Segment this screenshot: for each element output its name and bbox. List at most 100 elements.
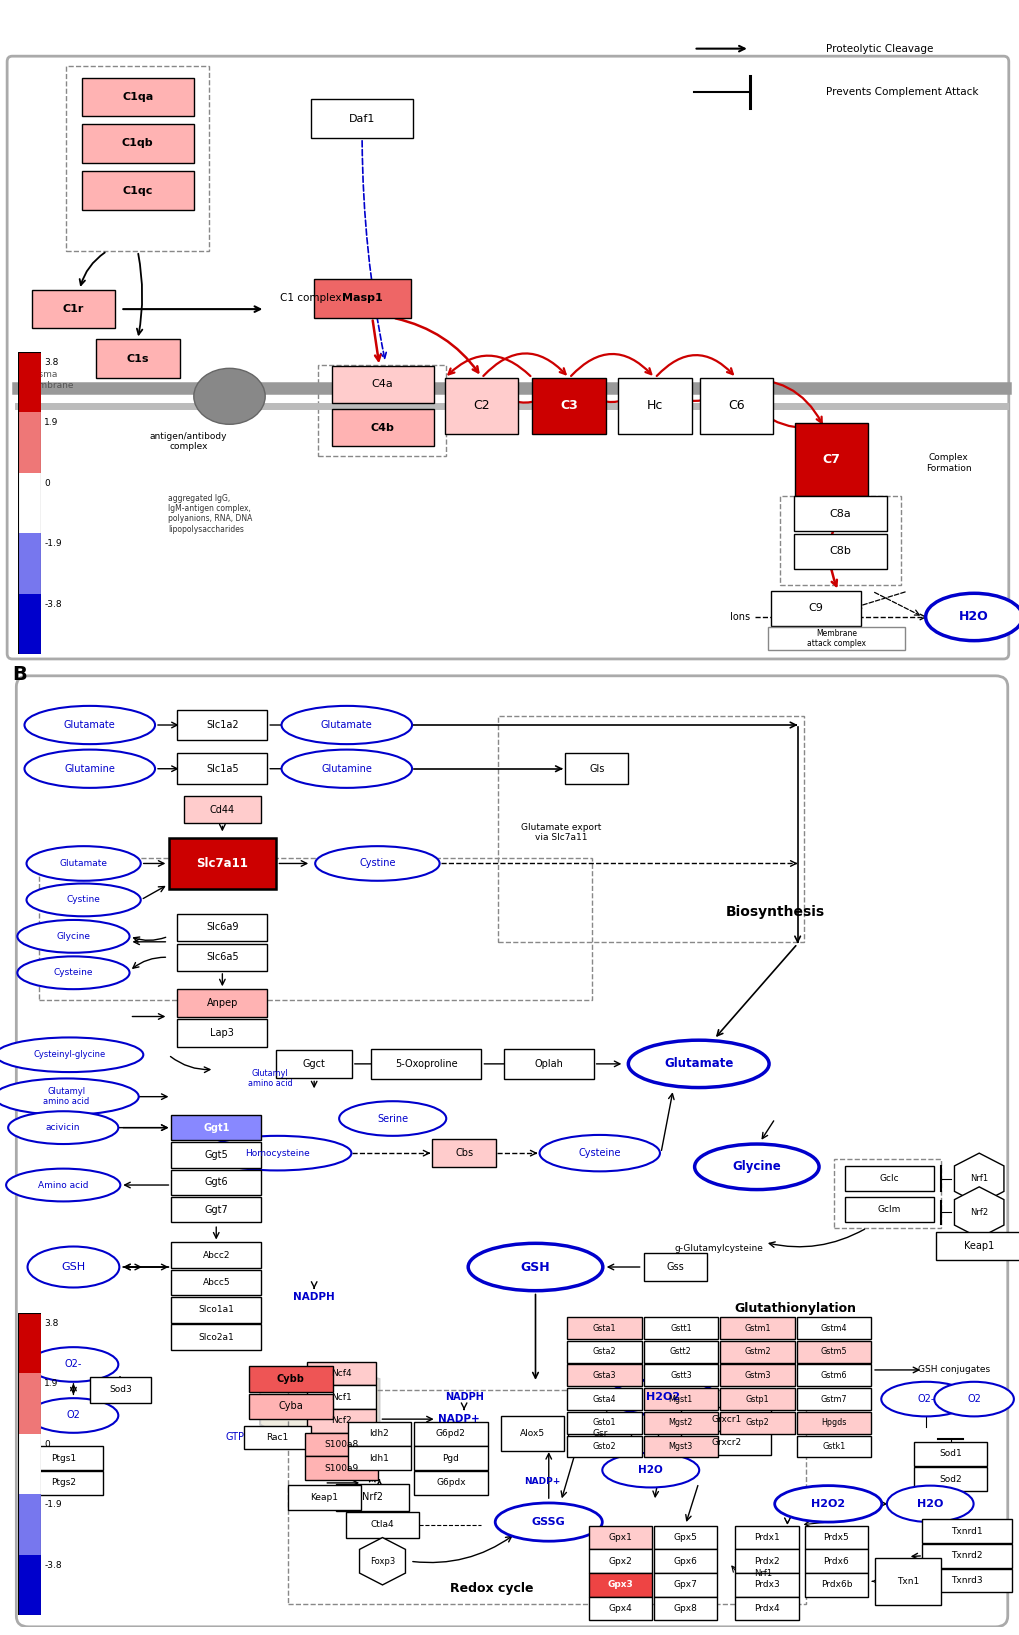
Ellipse shape [0, 1038, 144, 1073]
Bar [18, 533, 41, 594]
Text: Glutamine: Glutamine [64, 764, 115, 773]
Text: Prdx5: Prdx5 [822, 1534, 849, 1542]
Text: antigen/antibody
complex: antigen/antibody complex [150, 432, 227, 451]
Text: Nrf1: Nrf1 [753, 1570, 771, 1578]
Text: Glycine: Glycine [732, 1161, 781, 1174]
Text: Gsta1: Gsta1 [592, 1324, 615, 1333]
Text: H2O: H2O [958, 610, 988, 623]
Text: Sod2: Sod2 [938, 1475, 961, 1483]
FancyBboxPatch shape [618, 378, 691, 433]
Text: Alox5: Alox5 [520, 1429, 544, 1439]
FancyBboxPatch shape [314, 280, 410, 317]
Bar [18, 473, 41, 533]
Text: Ncf2: Ncf2 [331, 1416, 352, 1426]
Text: Anpep: Anpep [207, 997, 237, 1007]
FancyBboxPatch shape [719, 1318, 794, 1339]
FancyBboxPatch shape [503, 1048, 593, 1079]
FancyBboxPatch shape [7, 56, 1008, 659]
FancyBboxPatch shape [643, 1388, 717, 1409]
Text: O2-: O2- [64, 1359, 83, 1370]
Text: C4b: C4b [370, 422, 394, 433]
Ellipse shape [8, 1112, 118, 1144]
Text: Cyba: Cyba [278, 1401, 303, 1411]
Text: GSH conjugates: GSH conjugates [917, 1365, 988, 1375]
Text: Ggt7: Ggt7 [204, 1205, 228, 1215]
FancyBboxPatch shape [735, 1597, 798, 1620]
Text: Gstm3: Gstm3 [744, 1370, 769, 1380]
Text: C6: C6 [728, 399, 744, 412]
FancyBboxPatch shape [171, 1324, 261, 1351]
Text: Gsta4: Gsta4 [592, 1395, 615, 1403]
FancyBboxPatch shape [532, 378, 605, 433]
Text: Txnrd2: Txnrd2 [951, 1552, 981, 1560]
FancyBboxPatch shape [567, 1436, 641, 1457]
Text: NADP+: NADP+ [524, 1476, 560, 1486]
FancyBboxPatch shape [735, 1550, 798, 1573]
Bar [18, 1434, 41, 1494]
Text: Slc6a9: Slc6a9 [206, 922, 238, 932]
Text: Idh2: Idh2 [369, 1429, 389, 1439]
Ellipse shape [26, 883, 141, 916]
FancyBboxPatch shape [307, 1409, 376, 1432]
FancyBboxPatch shape [171, 1297, 261, 1323]
FancyBboxPatch shape [913, 1468, 986, 1491]
FancyBboxPatch shape [432, 1140, 495, 1167]
FancyBboxPatch shape [249, 1367, 332, 1391]
Ellipse shape [281, 749, 412, 788]
Text: GTP: GTP [225, 1432, 244, 1442]
FancyBboxPatch shape [653, 1550, 716, 1573]
FancyBboxPatch shape [347, 1447, 411, 1470]
Text: -1.9: -1.9 [44, 1501, 62, 1509]
FancyBboxPatch shape [719, 1388, 794, 1409]
FancyBboxPatch shape [796, 1413, 870, 1434]
Ellipse shape [17, 921, 129, 953]
FancyBboxPatch shape [32, 289, 115, 329]
Text: Ctla4: Ctla4 [370, 1521, 394, 1529]
Text: Gstm6: Gstm6 [820, 1370, 846, 1380]
Text: C8a: C8a [828, 508, 851, 518]
FancyBboxPatch shape [643, 1341, 717, 1362]
Text: aggregated IgG,
IgM-antigen complex,
polyanions, RNA, DNA
lipopolysaccharides: aggregated IgG, IgM-antigen complex, pol… [168, 494, 253, 533]
Text: G6pd2: G6pd2 [435, 1429, 466, 1439]
Text: Keap1: Keap1 [310, 1493, 338, 1503]
FancyBboxPatch shape [23, 1447, 103, 1470]
Bar [18, 412, 41, 473]
Text: C3: C3 [559, 399, 578, 412]
FancyBboxPatch shape [770, 592, 860, 626]
FancyBboxPatch shape [643, 1365, 717, 1386]
Text: Gstk1: Gstk1 [821, 1442, 845, 1450]
Text: O2-: O2- [916, 1395, 934, 1404]
FancyBboxPatch shape [307, 1385, 376, 1409]
Bar [18, 352, 41, 412]
Text: Ggt1: Ggt1 [203, 1123, 229, 1133]
FancyBboxPatch shape [82, 172, 194, 209]
FancyBboxPatch shape [371, 1048, 481, 1079]
Text: Gpx5: Gpx5 [673, 1534, 697, 1542]
FancyBboxPatch shape [96, 338, 179, 378]
Text: GSSG: GSSG [531, 1517, 566, 1527]
FancyBboxPatch shape [414, 1447, 487, 1470]
FancyBboxPatch shape [796, 1388, 870, 1409]
Text: Foxp3: Foxp3 [370, 1557, 394, 1566]
Text: Cysteine: Cysteine [54, 968, 93, 978]
Text: Lap3: Lap3 [210, 1028, 234, 1038]
Text: acivicin: acivicin [46, 1123, 81, 1131]
Ellipse shape [29, 1347, 118, 1382]
FancyBboxPatch shape [331, 409, 433, 446]
Text: Gpx4: Gpx4 [607, 1604, 632, 1614]
Ellipse shape [887, 1486, 973, 1522]
Text: Ncf4: Ncf4 [331, 1368, 352, 1378]
Text: Plasma
Membrane: Plasma Membrane [25, 371, 74, 389]
Bar [18, 1373, 41, 1434]
Text: Ncf1: Ncf1 [331, 1393, 352, 1401]
Text: Keap1: Keap1 [963, 1241, 994, 1251]
Polygon shape [260, 1365, 379, 1462]
FancyBboxPatch shape [177, 989, 267, 1017]
FancyBboxPatch shape [331, 366, 433, 402]
FancyBboxPatch shape [567, 1413, 641, 1434]
Text: GSH: GSH [61, 1262, 86, 1272]
FancyBboxPatch shape [287, 1485, 361, 1511]
Text: Sod1: Sod1 [938, 1449, 961, 1458]
FancyBboxPatch shape [177, 754, 267, 785]
Polygon shape [954, 1187, 1003, 1238]
